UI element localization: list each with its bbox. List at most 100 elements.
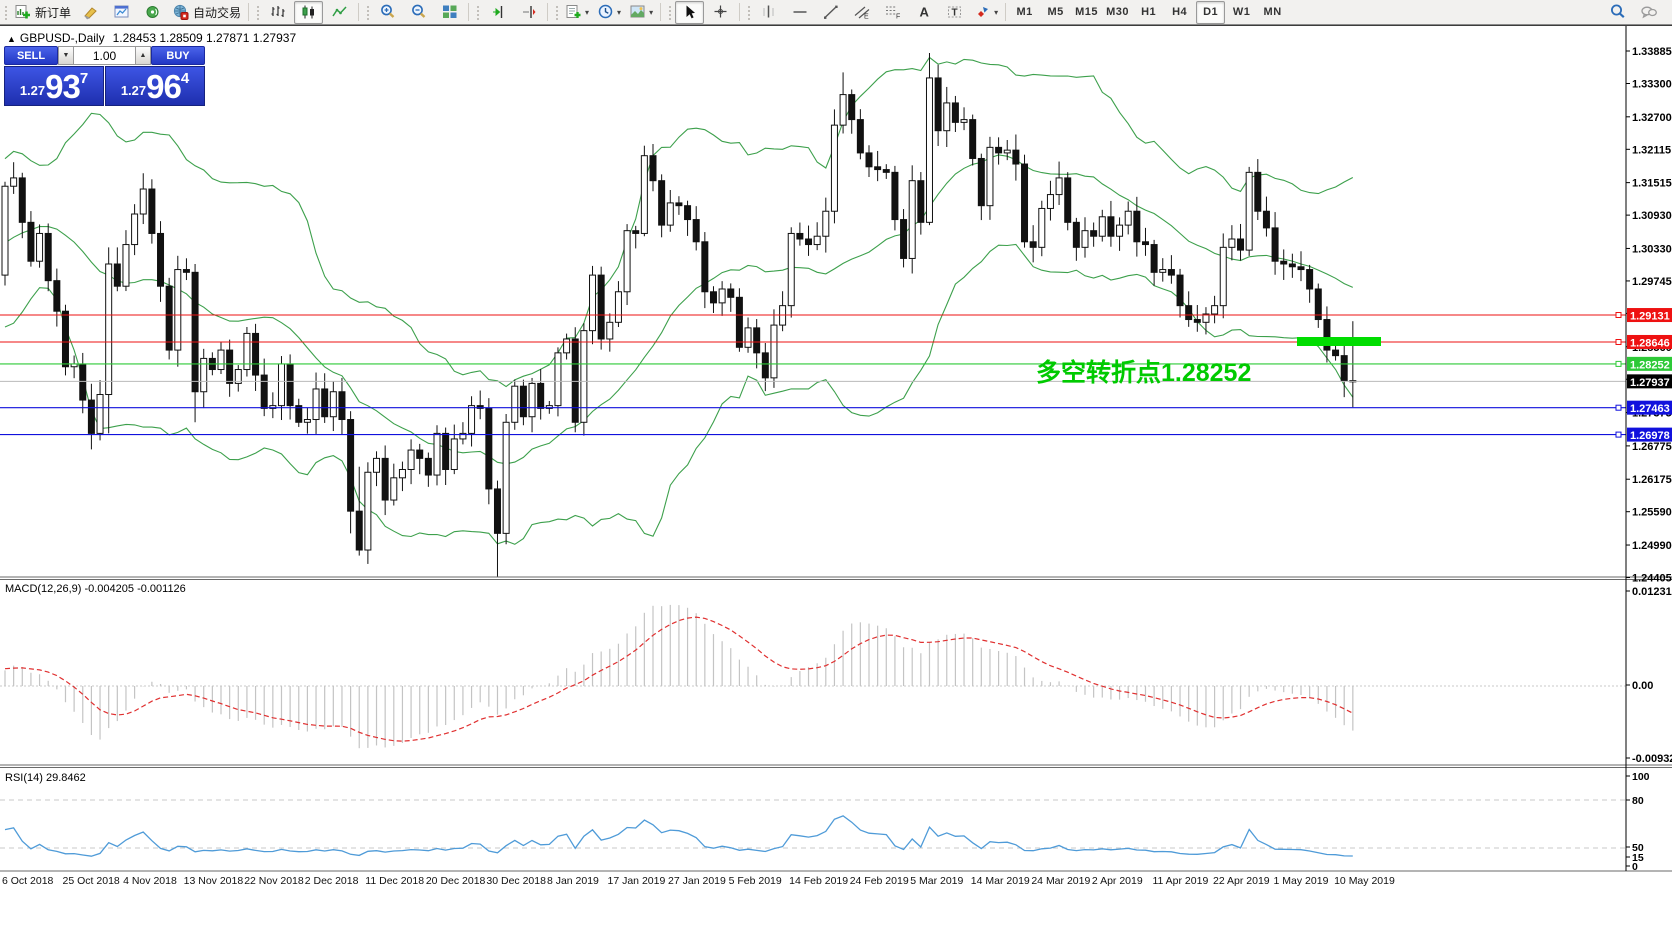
volume-decrease-button[interactable]: ▼ <box>58 46 74 65</box>
dropdown-arrow-icon[interactable]: ▾ <box>585 7 590 17</box>
zoom-out-button[interactable] <box>404 1 433 24</box>
candle-body <box>554 352 562 407</box>
sell-price-button[interactable]: 1.27 93 7 <box>4 66 104 106</box>
candle-body <box>1219 246 1227 307</box>
candle-body <box>614 291 622 323</box>
rsi-tick-label: 100 <box>1632 771 1650 783</box>
buy-price-big: 96 <box>146 68 182 105</box>
timeframe-m1[interactable]: M1 <box>1010 1 1039 24</box>
dropdown-arrow-icon[interactable]: ▾ <box>617 7 622 17</box>
cursor-button[interactable] <box>675 0 705 24</box>
candle-body <box>36 232 44 262</box>
timeframe-mn[interactable]: MN <box>1258 1 1287 24</box>
buy-price-prefix: 1.27 <box>120 83 147 98</box>
chart-shift-button[interactable] <box>514 1 543 24</box>
arrows-button[interactable]: ▾ <box>971 1 1001 24</box>
sell-price-big: 93 <box>45 68 81 105</box>
sell-button[interactable]: SELL <box>4 46 58 65</box>
buy-price-button[interactable]: 1.27 96 4 <box>105 66 205 106</box>
hline-button[interactable] <box>785 1 814 24</box>
candle-body <box>805 238 813 246</box>
toolbar-grip <box>3 4 8 20</box>
timeframe-h1[interactable]: H1 <box>1134 1 1163 24</box>
new-order-button[interactable]: 新订单 <box>11 1 74 24</box>
candle-body <box>882 169 890 173</box>
indicators-button[interactable]: ▾ <box>562 1 592 24</box>
signal-button[interactable] <box>138 1 167 24</box>
candle-chart-button[interactable] <box>294 0 324 24</box>
candle-body <box>640 155 648 234</box>
date-label: 30 Dec 2018 <box>486 875 546 887</box>
timeframe-d1[interactable]: D1 <box>1196 0 1226 24</box>
timeframe-w1[interactable]: W1 <box>1227 1 1256 24</box>
timeframe-m15[interactable]: M15 <box>1072 1 1101 24</box>
candle-body <box>416 449 424 459</box>
candle-body <box>407 449 415 470</box>
highlighter-button[interactable] <box>76 1 105 24</box>
zoom-out-icon <box>411 4 425 18</box>
volume-increase-button[interactable]: ▲ <box>135 46 151 65</box>
highlight-level-bar <box>1297 337 1381 346</box>
timeframe-h4[interactable]: H4 <box>1165 1 1194 24</box>
date-label: 10 May 2019 <box>1334 875 1395 887</box>
autotrade-button[interactable]: 自动交易 <box>169 1 244 24</box>
collapse-panel-icon[interactable]: ▲ <box>7 34 16 44</box>
chart-window-button[interactable] <box>107 1 136 24</box>
date-label: 14 Feb 2019 <box>789 875 848 887</box>
highlighter-icon <box>83 7 97 20</box>
candle-body <box>1107 216 1115 237</box>
bar-chart-button[interactable] <box>263 1 292 24</box>
timeframe-m5[interactable]: M5 <box>1041 1 1070 24</box>
candle-body <box>105 263 113 396</box>
candle-body <box>1254 171 1262 212</box>
toolbar-separator <box>1005 3 1007 21</box>
tile-windows-button[interactable] <box>435 1 464 24</box>
chat-button[interactable] <box>1634 1 1663 24</box>
candle-body <box>157 232 165 287</box>
text-button[interactable]: A <box>909 1 938 24</box>
candle-body <box>1288 263 1296 268</box>
auto-scroll-button[interactable] <box>483 1 512 24</box>
label-button[interactable]: T <box>940 1 969 24</box>
buy-button[interactable]: BUY <box>151 46 205 65</box>
rsi-panel <box>0 799 1626 857</box>
candle-body <box>347 419 355 512</box>
fibo-button[interactable]: F <box>878 1 907 24</box>
periods-button[interactable]: ▾ <box>594 1 624 24</box>
trendline-button[interactable] <box>816 1 845 24</box>
candle-body <box>891 171 899 221</box>
candle-body <box>753 327 761 354</box>
candle-body <box>1021 163 1029 243</box>
line-anchor <box>1615 404 1622 411</box>
line-anchor <box>1615 431 1622 438</box>
channel-button[interactable]: E <box>847 1 876 24</box>
candle-body <box>338 391 346 421</box>
candle-body <box>597 274 605 340</box>
line-anchor <box>1615 360 1622 367</box>
zoom-in-button[interactable] <box>373 1 402 24</box>
template-button[interactable]: ▾ <box>626 1 656 24</box>
macd-caption: MACD(12,26,9) -0.004205 -0.001126 <box>5 583 186 595</box>
timeframe-label: D1 <box>1203 6 1219 18</box>
vline-button[interactable] <box>754 1 783 24</box>
candle-body <box>545 405 553 409</box>
timeframe-m30[interactable]: M30 <box>1103 1 1132 24</box>
candle-body <box>493 488 501 534</box>
candle-body <box>900 219 908 259</box>
candle-body <box>908 180 916 259</box>
candle-body <box>79 363 87 401</box>
trendline-icon <box>823 5 838 19</box>
price-tick-label: 1.32115 <box>1632 144 1671 156</box>
dropdown-arrow-icon[interactable]: ▾ <box>994 7 999 17</box>
candle-body <box>200 357 208 393</box>
crosshair-button[interactable] <box>706 1 735 24</box>
candle-body <box>701 241 709 293</box>
shift-icon <box>522 6 536 18</box>
date-label: 27 Jan 2019 <box>668 875 726 887</box>
dropdown-arrow-icon[interactable]: ▾ <box>649 7 654 17</box>
candle-body <box>1237 238 1245 251</box>
line-chart-button[interactable] <box>325 1 354 24</box>
search-button[interactable] <box>1603 1 1632 24</box>
volume-input[interactable] <box>74 46 135 65</box>
